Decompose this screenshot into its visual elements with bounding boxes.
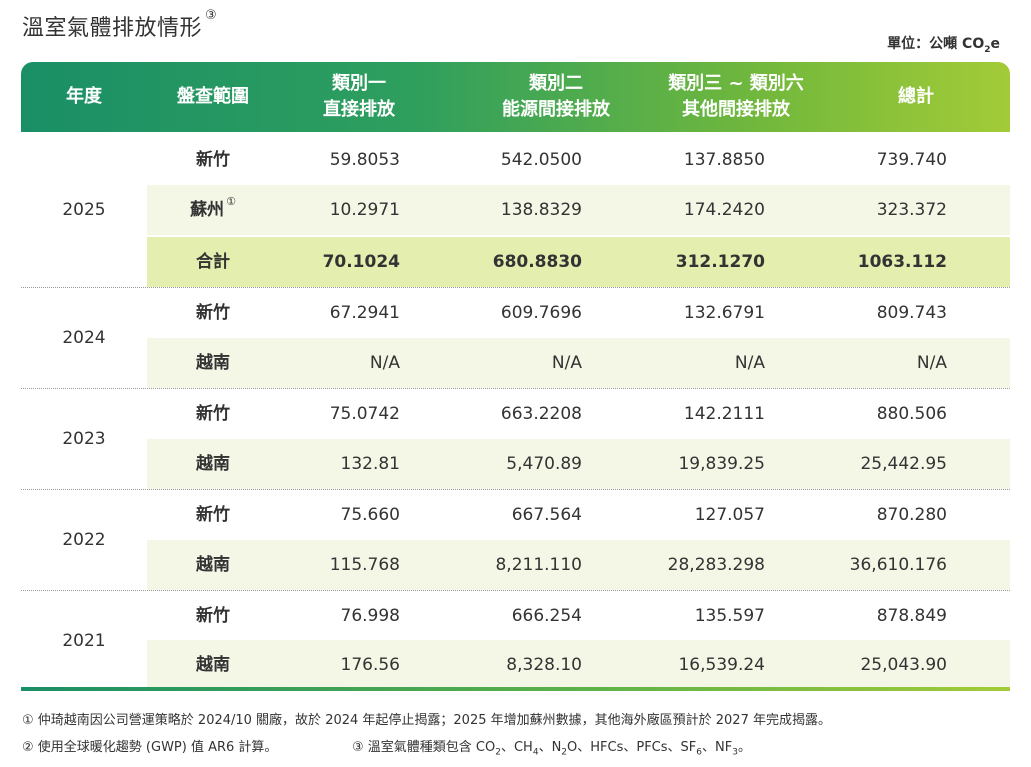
header-scope: 盤查範圍 — [177, 86, 249, 107]
cat1-value: 132.81 — [340, 454, 400, 474]
cat1-value: 76.998 — [340, 606, 400, 626]
table-row: 越南 132.81 5,470.89 19,839.25 25,442.95 — [21, 439, 1010, 489]
table-header: 年度 盤查範圍 類別一 直接排放 類別二 能源間接排放 類別三 ~ 類別六 其他間接排… — [21, 62, 1010, 132]
cat3-6-value: 127.057 — [694, 505, 765, 525]
cat3-6-value: 312.1270 — [675, 252, 765, 272]
year-divider — [21, 287, 1010, 288]
cat1-value: 115.768 — [329, 555, 400, 575]
cat2-value: 5,470.89 — [506, 454, 582, 474]
table-row: 新竹 75.660 667.564 127.057 870.280 — [21, 490, 1010, 540]
cat2-value: 8,328.10 — [506, 655, 582, 675]
year-label: 2025 — [62, 200, 106, 220]
year-label: 2024 — [62, 328, 106, 348]
header-cat1: 類別一 直接排放 — [323, 73, 395, 120]
year-label: 2021 — [62, 631, 106, 651]
cat1-value: N/A — [369, 353, 400, 373]
footnote-3: ③ 溫室氣體種類包含 CO2、CH4、N2O、HFCs、PFCs、SF6、NF3… — [352, 740, 751, 758]
table-row: 新竹 76.998 666.254 135.597 878.849 — [21, 591, 1010, 641]
total-value: 880.506 — [876, 404, 947, 424]
total-value: 870.280 — [876, 505, 947, 525]
header-total: 總計 — [898, 86, 934, 107]
site-name: 越南 — [196, 555, 230, 575]
site-name: 新竹 — [196, 606, 230, 626]
total-value: 25,043.90 — [860, 655, 947, 675]
total-value: N/A — [916, 353, 947, 373]
year-divider — [21, 489, 1010, 490]
cat2-value: 666.254 — [511, 606, 582, 626]
footnote-1: ① 仲琦越南因公司營運策略於 2024/10 關廠，故於 2024 年起停止揭露… — [22, 713, 831, 728]
row-shade — [147, 338, 1010, 388]
table-row: 越南 176.56 8,328.10 16,539.24 25,043.90 — [21, 640, 1010, 690]
total-value: 739.740 — [876, 150, 947, 170]
cat1-value: 176.56 — [340, 655, 400, 675]
cat2-value: 8,211.110 — [495, 555, 582, 575]
row-shade — [147, 439, 1010, 489]
table-row: 越南 N/A N/A N/A N/A — [21, 338, 1010, 388]
cat2-value: 667.564 — [511, 505, 582, 525]
row-shade — [147, 237, 1010, 287]
total-value: 1063.112 — [857, 252, 947, 272]
table-row: 蘇州 ① 10.2971 138.8329 174.2420 323.372 — [21, 185, 1010, 235]
cat2-value: N/A — [551, 353, 582, 373]
footnote-mark: ① — [226, 195, 236, 208]
total-value: 809.743 — [876, 303, 947, 323]
cat3-6-value: 137.8850 — [683, 150, 765, 170]
total-value: 878.849 — [876, 606, 947, 626]
header-cat2: 類別二 能源間接排放 — [502, 73, 610, 120]
year-divider — [21, 388, 1010, 389]
table-bottom-bar — [21, 687, 1010, 691]
cat3-6-value: N/A — [734, 353, 765, 373]
cat2-value: 663.2208 — [500, 404, 582, 424]
cat1-value: 10.2971 — [329, 200, 400, 220]
year-divider — [21, 590, 1010, 591]
cat2-value: 680.8830 — [492, 252, 582, 272]
table-row: 越南 115.768 8,211.110 28,283.298 36,610.1… — [21, 540, 1010, 590]
title-footnote-mark: ③ — [205, 8, 218, 23]
header-year: 年度 — [66, 86, 102, 107]
site-name: 新竹 — [196, 150, 230, 170]
total-value: 36,610.176 — [849, 555, 947, 575]
cat3-6-value: 28,283.298 — [667, 555, 765, 575]
cat2-value: 138.8329 — [500, 200, 582, 220]
cat2-value: 542.0500 — [500, 150, 582, 170]
site-name: 越南 — [196, 454, 230, 474]
unit-label: 單位：公噸 CO2e — [887, 36, 1000, 55]
cat1-value: 70.1024 — [322, 252, 400, 272]
site-name: 新竹 — [196, 404, 230, 424]
row-shade — [147, 540, 1010, 590]
row-shade — [147, 185, 1010, 235]
total-value: 25,442.95 — [860, 454, 947, 474]
cat3-6-value: 142.2111 — [683, 404, 765, 424]
header-cat3-6: 類別三 ~ 類別六 其他間接排放 — [668, 73, 804, 120]
site-name: 新竹 — [196, 505, 230, 525]
site-name: 新竹 — [196, 303, 230, 323]
site-name: 合計 — [196, 252, 230, 272]
cat1-value: 75.0742 — [329, 404, 400, 424]
table-row: 新竹 67.2941 609.7696 132.6791 809.743 — [21, 288, 1010, 338]
footnote-2: ② 使用全球暖化趨勢 (GWP) 值 AR6 計算。 — [22, 740, 278, 755]
cat2-value: 609.7696 — [500, 303, 582, 323]
year-label: 2023 — [62, 429, 106, 449]
row-shade — [147, 640, 1010, 690]
table-row: 新竹 59.8053 542.0500 137.8850 739.740 — [21, 135, 1010, 185]
cat1-value: 75.660 — [340, 505, 400, 525]
cat1-value: 67.2941 — [329, 303, 400, 323]
cat3-6-value: 16,539.24 — [678, 655, 765, 675]
cat3-6-value: 132.6791 — [683, 303, 765, 323]
site-name: 蘇州 ① — [190, 195, 236, 220]
table-row-subtotal: 合計 70.1024 680.8830 312.1270 1063.112 — [21, 237, 1010, 287]
year-label: 2022 — [62, 530, 106, 550]
site-name: 越南 — [196, 353, 230, 373]
site-name: 越南 — [196, 655, 230, 675]
page-title: 溫室氣體排放情形③ — [22, 8, 218, 41]
cat3-6-value: 19,839.25 — [678, 454, 765, 474]
cat1-value: 59.8053 — [329, 150, 400, 170]
table-row: 新竹 75.0742 663.2208 142.2111 880.506 — [21, 389, 1010, 439]
cat3-6-value: 174.2420 — [683, 200, 765, 220]
total-value: 323.372 — [876, 200, 947, 220]
cat3-6-value: 135.597 — [694, 606, 765, 626]
